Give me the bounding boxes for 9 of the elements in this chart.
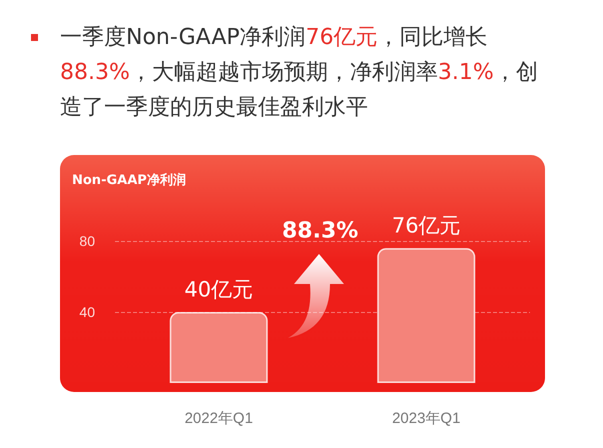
y-axis-title: Non-GAAP净利润	[72, 172, 186, 188]
data-label: 40亿元	[184, 278, 254, 302]
x-tick-label: 2022年Q1	[184, 410, 253, 427]
y-tick-label: 80	[79, 233, 96, 249]
y-tick-label: 40	[79, 304, 96, 320]
chart-title: 一季度Non-GAAP净利润76亿元，同比增长88.3%，大幅超越市场预期，净利润率3.1%，创造了一季度的历史最佳盈利水平	[60, 25, 538, 120]
annotation: 88.3%	[282, 218, 358, 244]
x-tick-label: 2023年Q1	[392, 410, 460, 427]
data-label: 76亿元	[392, 214, 461, 238]
